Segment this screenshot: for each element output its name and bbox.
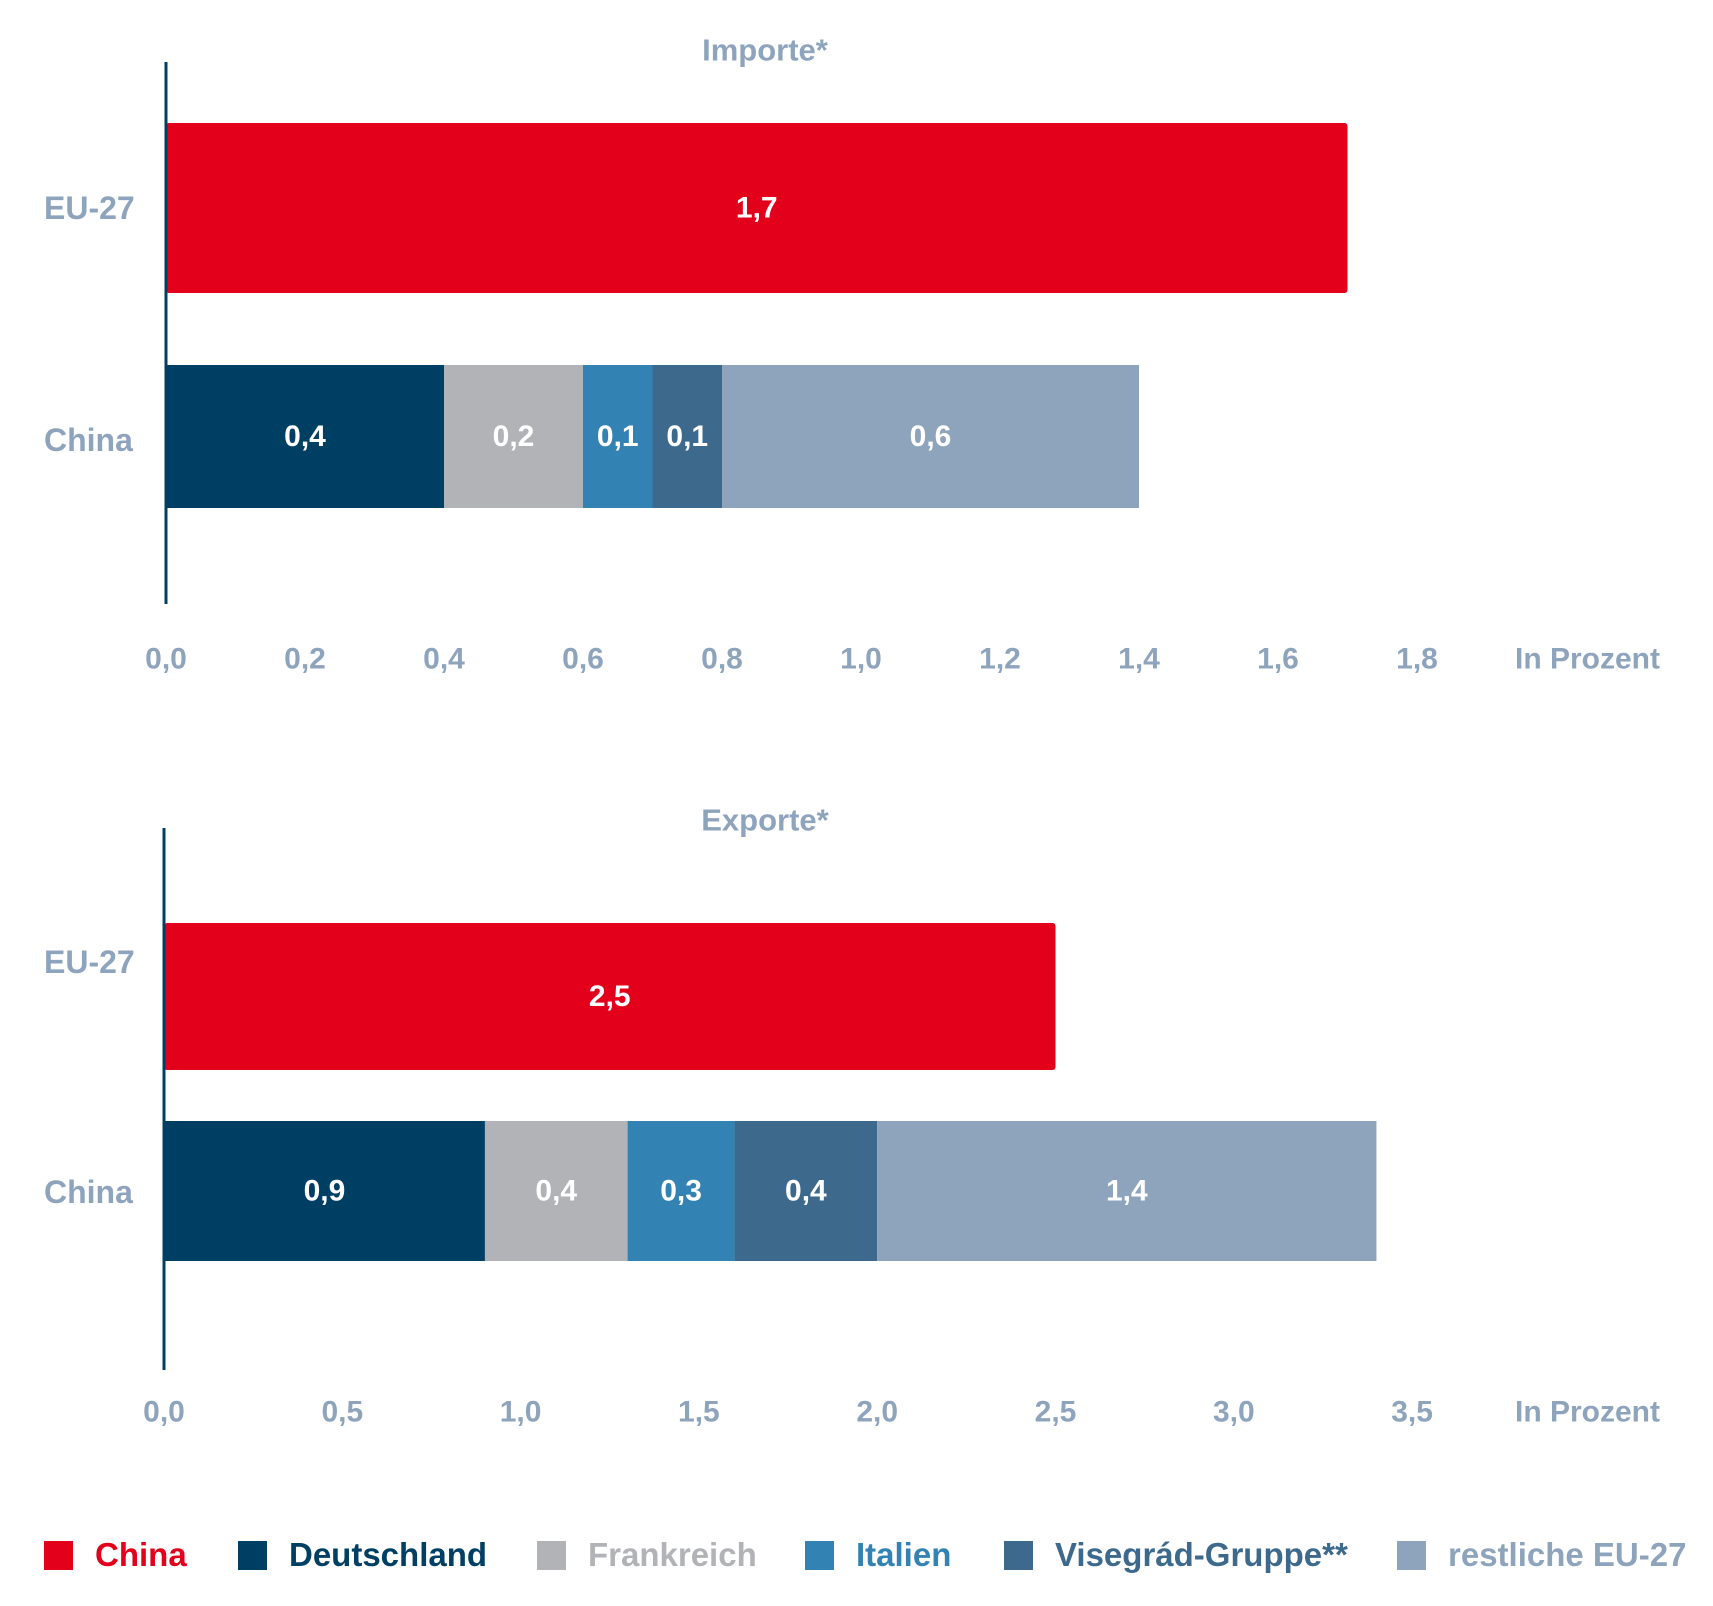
x-axis-label: In Prozent bbox=[1515, 1396, 1660, 1429]
data-label-china-visegrad: 0,1 bbox=[666, 420, 708, 453]
legend-label-restliche: restliche EU-27 bbox=[1448, 1536, 1687, 1573]
bar-eu-27-china bbox=[166, 123, 1348, 293]
x-tick-label: 0,0 bbox=[143, 1396, 185, 1429]
data-label-china-deutschland: 0,9 bbox=[304, 1175, 346, 1208]
category-label-china: China bbox=[44, 422, 133, 458]
chart-title: Importe* bbox=[702, 33, 829, 68]
bar-china-visegrad bbox=[734, 1121, 878, 1261]
bar-eu-27-china bbox=[164, 923, 1056, 1070]
x-tick-label: 1,6 bbox=[1257, 643, 1299, 676]
legend-label-italien: Italien bbox=[856, 1536, 952, 1573]
data-label-china-visegrad: 0,4 bbox=[785, 1175, 827, 1208]
x-tick-label: 1,0 bbox=[500, 1396, 542, 1429]
exports-chart: Exporte* 2,5 EU-27 0,9 0,4 0,3 0,4 1,4 China 0,0 0… bbox=[44, 803, 1660, 1429]
legend-item-visegrad: Visegrád-Gruppe** bbox=[1004, 1530, 1348, 1580]
legend-swatch-visegrad bbox=[1004, 1540, 1033, 1570]
legend-swatch-frankreich bbox=[537, 1540, 566, 1570]
data-label-china-italien: 0,1 bbox=[597, 420, 639, 453]
data-label-china-restliche: 0,6 bbox=[910, 420, 952, 453]
x-tick-label: 1,2 bbox=[979, 643, 1021, 676]
data-label-eu-27-china: 1,7 bbox=[736, 192, 778, 225]
legend-item-italien: Italien bbox=[805, 1530, 951, 1580]
legend-swatch-deutschland bbox=[238, 1540, 267, 1570]
x-tick-label: 2,5 bbox=[1035, 1396, 1077, 1429]
legend-label-visegrad: Visegrád-Gruppe** bbox=[1055, 1536, 1348, 1573]
imports-chart: Importe* 1,7 EU-27 0,4 0,2 0,1 0,1 0,6 China 0,0 0… bbox=[44, 33, 1660, 676]
data-label-china-frankreich: 0,2 bbox=[493, 420, 535, 453]
x-tick-label: 0,5 bbox=[321, 1396, 363, 1429]
bar-china-restliche bbox=[722, 365, 1139, 508]
legend-label-china: China bbox=[95, 1536, 187, 1573]
data-label-china-italien: 0,3 bbox=[660, 1175, 702, 1208]
legend-swatch-italien bbox=[805, 1540, 834, 1570]
bar-china-deutschland bbox=[166, 365, 444, 508]
legend-label-frankreich: Frankreich bbox=[588, 1536, 757, 1573]
legend-item-deutschland: Deutschland bbox=[238, 1530, 487, 1580]
legend: China Deutschland Frankreich Italien Vis… bbox=[0, 1530, 1713, 1580]
bar-china-italien bbox=[627, 1121, 735, 1261]
legend-item-frankreich: Frankreich bbox=[537, 1530, 757, 1580]
x-tick-label: 1,0 bbox=[840, 643, 882, 676]
x-tick-label: 1,8 bbox=[1396, 643, 1438, 676]
bar-china-italien bbox=[583, 365, 653, 508]
legend-item-china: China bbox=[44, 1530, 187, 1580]
data-label-china-frankreich: 0,4 bbox=[535, 1175, 577, 1208]
x-tick-label: 0,6 bbox=[562, 643, 604, 676]
data-label-eu-27-china: 2,5 bbox=[589, 980, 631, 1013]
bar-china-frankreich bbox=[444, 365, 583, 508]
data-label-china-restliche: 1,4 bbox=[1106, 1175, 1148, 1208]
category-label-china: China bbox=[44, 1174, 133, 1210]
x-tick-label: 3,0 bbox=[1213, 1396, 1255, 1429]
bar-china-frankreich bbox=[484, 1121, 628, 1261]
x-tick-label: 1,5 bbox=[678, 1396, 720, 1429]
x-tick-label: 0,0 bbox=[145, 643, 187, 676]
x-tick-label: 1,4 bbox=[1118, 643, 1160, 676]
x-tick-label: 0,4 bbox=[423, 643, 465, 676]
category-label-eu-27: EU-27 bbox=[44, 190, 135, 226]
x-tick-label: 2,0 bbox=[856, 1396, 898, 1429]
x-tick-label: 3,5 bbox=[1391, 1396, 1433, 1429]
x-tick-label: 0,8 bbox=[701, 643, 743, 676]
legend-swatch-restliche bbox=[1397, 1540, 1426, 1570]
legend-label-deutschland: Deutschland bbox=[289, 1536, 488, 1573]
legend-item-restliche: restliche EU-27 bbox=[1397, 1530, 1686, 1580]
chart-title: Exporte* bbox=[701, 803, 829, 838]
category-label-eu-27: EU-27 bbox=[44, 944, 135, 980]
legend-swatch-china bbox=[44, 1540, 73, 1570]
bar-china-visegrad bbox=[652, 365, 722, 508]
data-label-china-deutschland: 0,4 bbox=[284, 420, 326, 453]
bar-china-restliche bbox=[877, 1121, 1377, 1261]
x-tick-label: 0,2 bbox=[284, 643, 326, 676]
bar-china-deutschland bbox=[164, 1121, 485, 1261]
x-axis-label: In Prozent bbox=[1515, 643, 1660, 676]
